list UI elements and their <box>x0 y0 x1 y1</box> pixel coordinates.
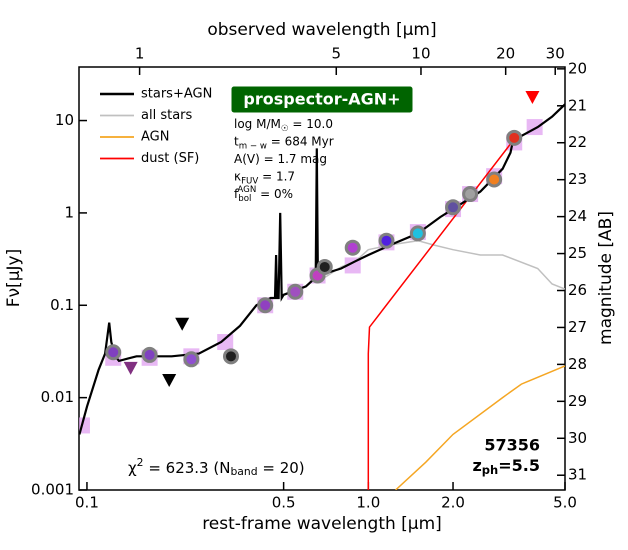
photometry-point <box>462 186 479 203</box>
photometry-point <box>445 199 462 216</box>
model-param: fbolAGN = 0% <box>234 185 293 204</box>
y2-tick-label: 25 <box>568 244 587 262</box>
photometry-point <box>316 258 333 275</box>
y-tick-label: 0.001 <box>31 481 74 499</box>
legend-label: all stars <box>141 108 193 123</box>
photometry-point <box>105 344 122 361</box>
model-label-box <box>230 85 414 114</box>
y2-tick-label: 30 <box>568 429 587 447</box>
redshift-part: z <box>472 456 481 475</box>
y2-tick-label: 31 <box>568 466 587 484</box>
upper-limit <box>175 317 190 331</box>
photometry-point <box>409 225 426 242</box>
sed-line <box>324 239 565 290</box>
x-tick-label: 2.0 <box>441 494 465 512</box>
y-axis-label: Fν[μJy] <box>4 249 24 307</box>
chi-square-part: 2 <box>137 456 144 469</box>
chi-square: χ2 = 623.3 (Nband = 20) <box>128 456 305 478</box>
model-param-part: m − w <box>239 141 267 151</box>
sed-line <box>395 365 565 490</box>
y2-tick-label: 29 <box>568 392 587 410</box>
photometry-point <box>141 346 158 363</box>
model-param-part: = 10.0 <box>289 117 333 131</box>
model-param: log M/M☉ = 10.0 <box>234 117 333 134</box>
x-tick-label: 1.0 <box>356 494 380 512</box>
chi-square-part: = 623.3 (N <box>144 459 231 477</box>
photometry-point <box>344 239 361 256</box>
y2-tick-label: 26 <box>568 281 587 299</box>
upper-limit <box>123 361 138 375</box>
model-param-part: f <box>234 187 239 201</box>
y-tick-label: 10 <box>55 111 74 129</box>
model-param-part: FUV <box>241 176 258 186</box>
legend-label: AGN <box>141 130 169 145</box>
model-param-part: = 684 Myr <box>267 134 334 148</box>
x-tick-label: 0.1 <box>75 494 99 512</box>
y2-tick-label: 28 <box>568 355 587 373</box>
x2-tick-label: 30 <box>546 45 565 63</box>
x2-tick-label: 20 <box>496 45 515 63</box>
model-param: κFUV = 1.7 <box>234 169 295 186</box>
y2-tick-label: 27 <box>568 318 587 336</box>
model-param-part: κ <box>234 169 241 183</box>
redshift-part: ph <box>482 463 498 477</box>
x2-tick-label: 10 <box>411 45 430 63</box>
x-axis-label: rest-frame wavelength [μm] <box>202 514 442 534</box>
chi-square-part: χ <box>128 459 137 477</box>
photometry-point <box>486 171 503 188</box>
y2-tick-label: 22 <box>568 133 587 151</box>
sed-line <box>367 138 515 490</box>
chi-square-part: = 20) <box>258 459 305 477</box>
model-param-part: bol <box>238 194 251 204</box>
chi-square-part: band <box>230 465 257 478</box>
photometry-point <box>257 297 274 314</box>
x-tick-label: 0.5 <box>272 494 296 512</box>
model-param-part: = 0% <box>256 187 293 201</box>
model-param: tm − w = 684 Myr <box>234 134 334 151</box>
x2-tick-label: 1 <box>135 45 145 63</box>
photometry-point <box>183 351 200 368</box>
upper-limit <box>525 90 540 104</box>
photometry-point <box>287 283 304 300</box>
plot-frame <box>78 66 566 491</box>
y2-tick-label: 24 <box>568 207 587 225</box>
model-param-part: ☉ <box>281 124 289 134</box>
redshift-part: =5.5 <box>498 456 540 475</box>
y-tick-label: 1 <box>64 203 74 221</box>
model-param-part: A(V) = 1.7 mag <box>234 152 327 166</box>
model-param-part: t <box>234 134 239 148</box>
y2-tick-label: 20 <box>568 59 587 77</box>
photometry-point <box>222 348 239 365</box>
x2-tick-label: 5 <box>331 45 341 63</box>
photometry-point <box>506 129 523 146</box>
y2-tick-label: 21 <box>568 96 587 114</box>
plot-layer <box>79 90 565 490</box>
model-param-part: = 1.7 <box>258 169 295 183</box>
upper-limit <box>162 374 177 388</box>
y-tick-label: 0.1 <box>50 296 74 314</box>
y2-axis-label: magnitude [AB] <box>596 211 616 345</box>
model-param-part: log M/M <box>234 117 281 131</box>
legend-label: stars+AGN <box>141 87 212 102</box>
model-label: prospector-AGN+ <box>243 90 400 109</box>
object-id: 57356 <box>484 436 540 455</box>
model-photometry <box>79 417 90 434</box>
y-tick-label: 0.01 <box>41 388 74 406</box>
model-photometry <box>217 334 234 351</box>
model-param-part: AGN <box>237 185 256 195</box>
model-param: A(V) = 1.7 mag <box>234 152 327 166</box>
y2-tick-label: 23 <box>568 170 587 188</box>
x2-axis-label: observed wavelength [μm] <box>207 20 436 40</box>
photometry-point <box>378 232 395 249</box>
x-tick-label: 5.0 <box>553 494 577 512</box>
sed-line <box>79 103 565 435</box>
legend-label: dust (SF) <box>141 151 199 166</box>
redshift: zph=5.5 <box>472 456 540 477</box>
